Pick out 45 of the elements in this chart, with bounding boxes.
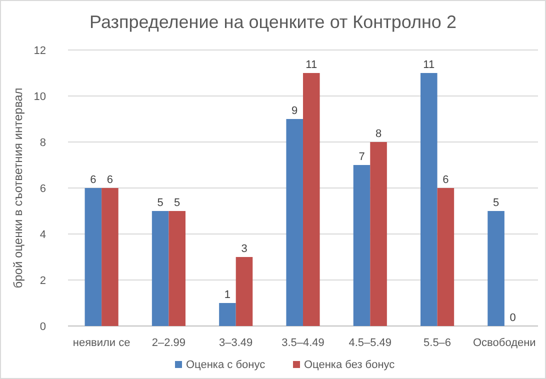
bar (437, 188, 454, 326)
data-label: 6 (442, 174, 449, 186)
data-label: 6 (106, 174, 114, 186)
y-tick-label: 0 (40, 321, 46, 333)
y-axis-title: брой оценки в съответния интервал (11, 88, 25, 288)
data-label: 7 (358, 151, 365, 163)
x-tick-label: 3–3.49 (219, 337, 253, 349)
legend-label: Оценка с бонус (186, 359, 266, 371)
y-tick-label: 10 (34, 91, 46, 103)
x-tick-label: Освободени (473, 337, 536, 349)
bar (353, 165, 370, 326)
legend-label: Оценка без бонус (304, 359, 396, 371)
bar (236, 257, 253, 326)
y-tick-label: 12 (34, 45, 46, 57)
data-label: 11 (306, 59, 318, 71)
data-label: 0 (510, 312, 516, 324)
bar (152, 211, 169, 326)
data-label: 11 (423, 59, 435, 71)
y-tick-label: 8 (40, 137, 46, 149)
x-tick-label: неявили се (72, 337, 130, 349)
bar (102, 188, 118, 326)
bar (488, 211, 504, 326)
data-label: 6 (90, 174, 96, 186)
bar (84, 188, 102, 326)
x-tick-label: 5.5–6 (424, 337, 452, 349)
data-label: 8 (375, 128, 382, 140)
data-label: 3 (241, 243, 248, 255)
data-label: 9 (292, 105, 298, 117)
data-label: 1 (224, 289, 231, 301)
x-tick-label: 3.5–4.49 (282, 337, 324, 349)
y-tick-label: 6 (40, 183, 46, 195)
y-tick-label: 4 (40, 229, 46, 241)
chart-title: Разпределение на оценките от Контролно 2 (90, 12, 456, 32)
y-tick-label: 2 (40, 275, 46, 287)
bar (420, 73, 438, 326)
bar (286, 119, 303, 326)
bar (168, 211, 186, 326)
data-label: 5 (157, 197, 164, 209)
x-tick-label: 4.5–5.49 (348, 337, 392, 349)
bar (303, 73, 320, 326)
data-label: 5 (174, 197, 180, 209)
x-tick-label: 2–2.99 (152, 337, 186, 349)
bar (370, 142, 387, 326)
data-label: 5 (492, 197, 500, 209)
bar (219, 303, 236, 326)
